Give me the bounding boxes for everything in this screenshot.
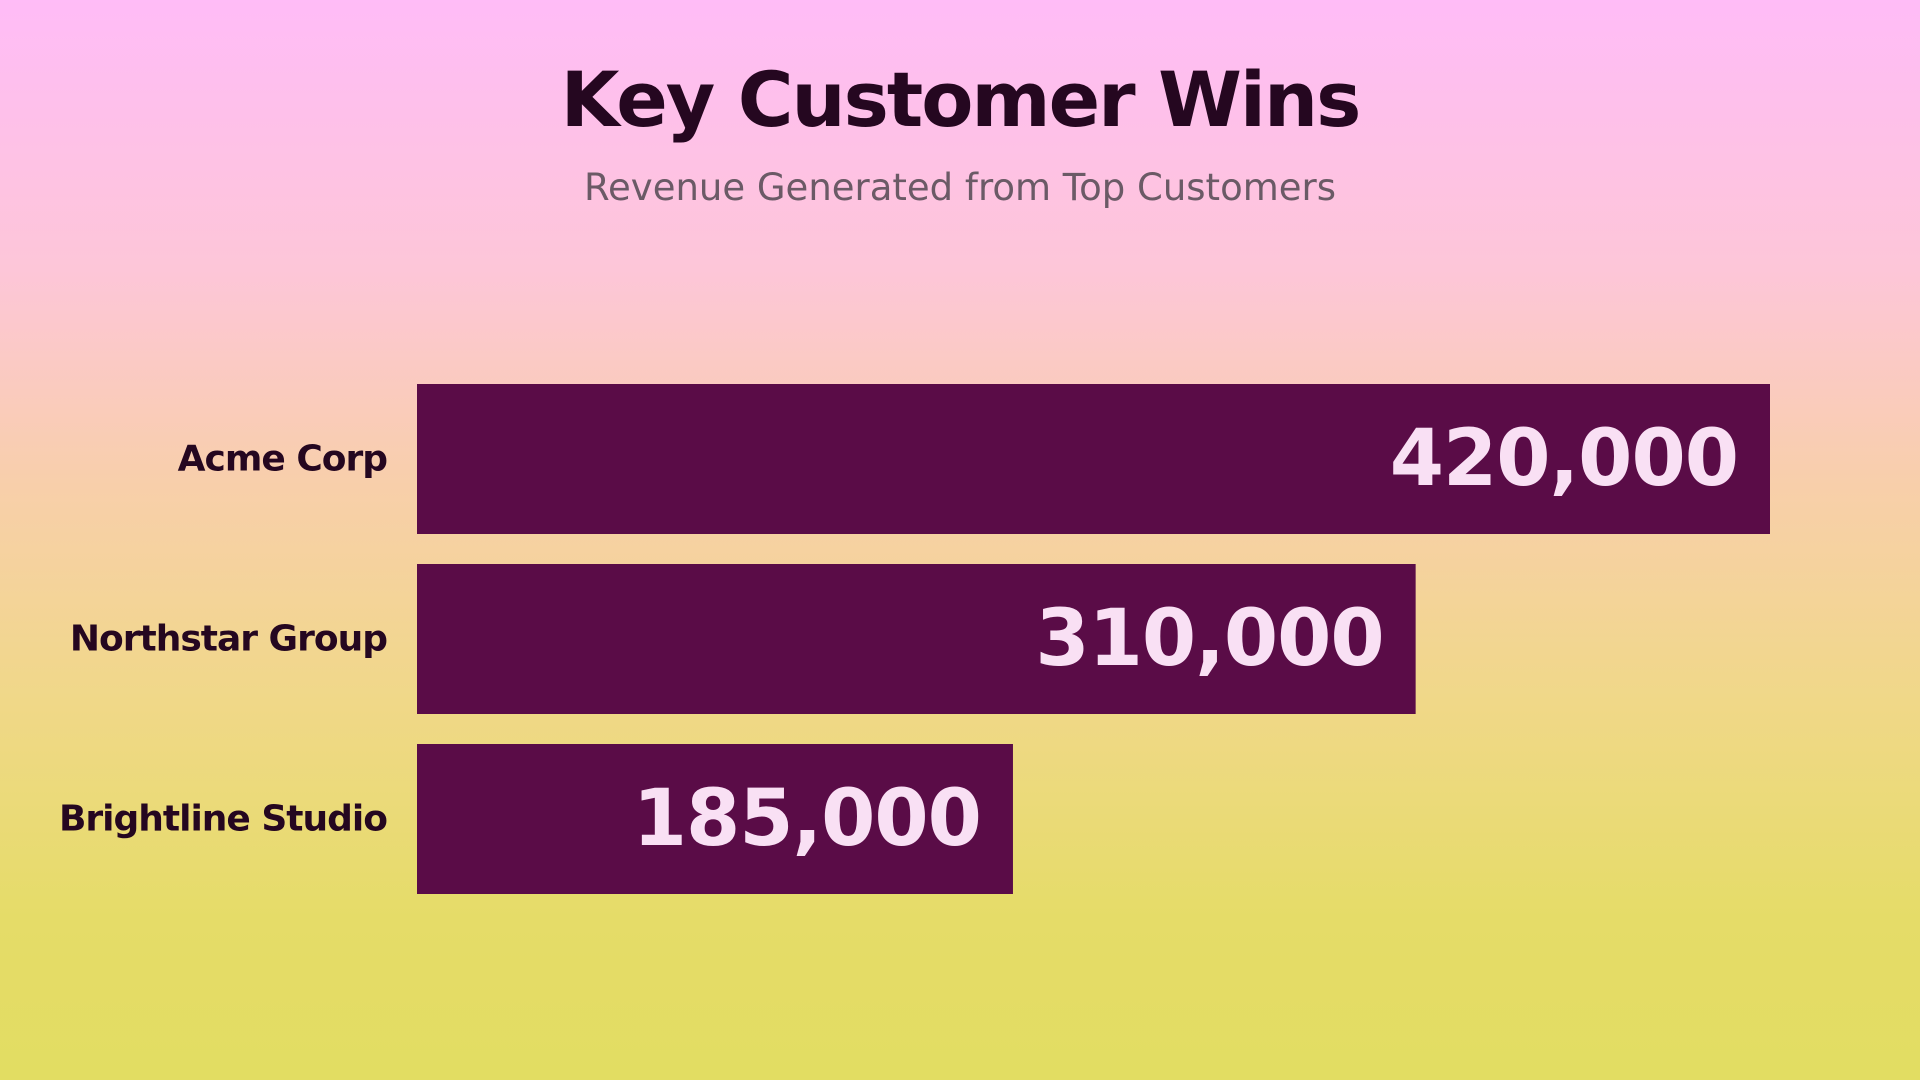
category-label: Acme Corp bbox=[178, 439, 388, 480]
value-label: 185,000 bbox=[633, 774, 981, 864]
chart-subtitle: Revenue Generated from Top Customers bbox=[583, 166, 1336, 209]
chart-title: Key Customer Wins bbox=[560, 55, 1362, 144]
value-label: 420,000 bbox=[1390, 414, 1738, 504]
bar-2 bbox=[417, 744, 1013, 894]
bar-0 bbox=[417, 384, 1770, 534]
value-label: 310,000 bbox=[1035, 594, 1383, 684]
category-label: Northstar Group bbox=[70, 619, 387, 660]
bar-1 bbox=[417, 564, 1416, 714]
category-label: Brightline Studio bbox=[59, 799, 387, 840]
